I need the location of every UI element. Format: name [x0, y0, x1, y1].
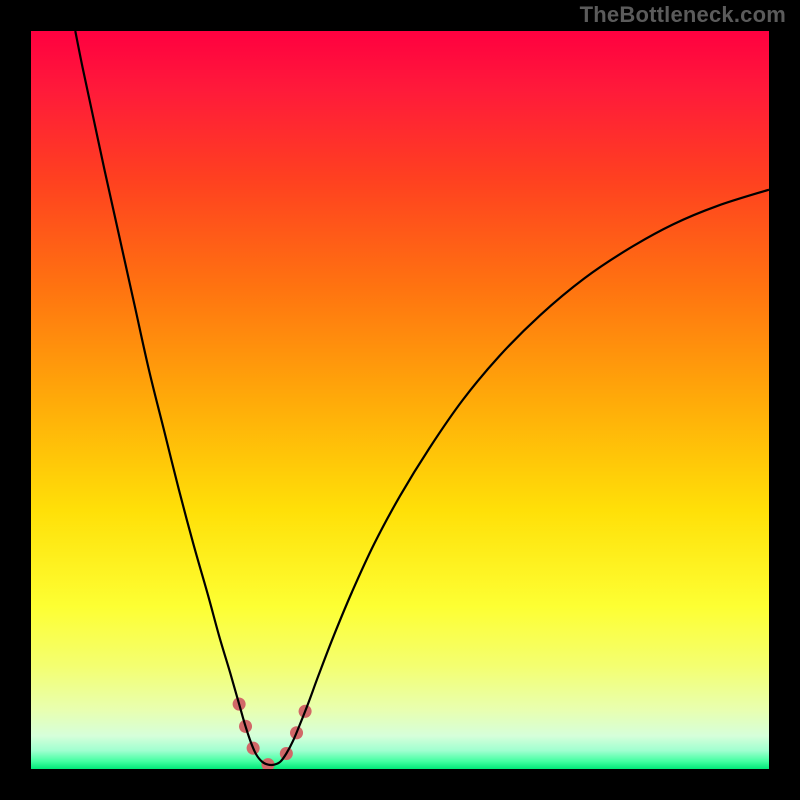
plot-background	[31, 31, 769, 769]
bottleneck-chart	[0, 0, 800, 800]
watermark-label: TheBottleneck.com	[580, 2, 786, 28]
chart-container: TheBottleneck.com	[0, 0, 800, 800]
